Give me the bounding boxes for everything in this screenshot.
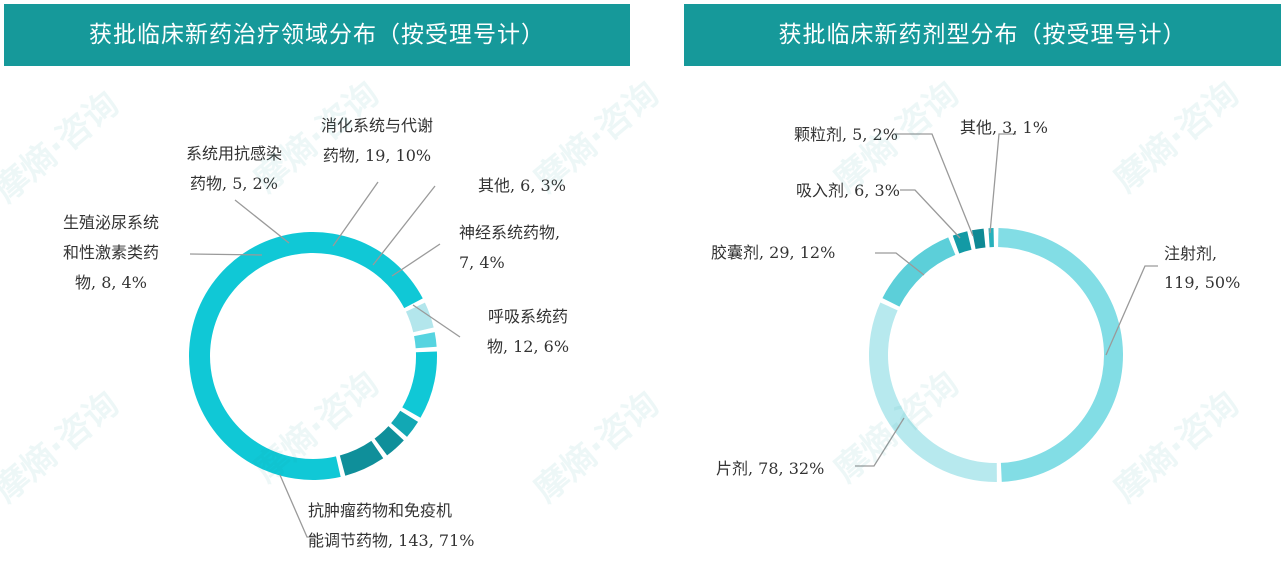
slice-label: 生殖泌尿系统 (63, 213, 159, 232)
chart-title: 获批临床新药剂型分布（按受理号计） (684, 4, 1281, 66)
slice-label: 颗粒剂, 5, 2% (794, 125, 898, 144)
slice-5 (391, 410, 419, 437)
slice-6 (988, 228, 994, 248)
leader-line (234, 199, 290, 244)
donut-slices (189, 231, 437, 480)
leader-line (855, 417, 905, 467)
slice-label: 注射剂, (1164, 244, 1217, 263)
dosage-form-panel: 获批临床新药剂型分布（按受理号计） 注射剂, 119, 50% 片剂, 78, 32… (684, 0, 1281, 565)
leader-line (1105, 265, 1158, 356)
slice-label: 系统用抗感染 (186, 144, 282, 163)
slice-4 (402, 351, 437, 418)
slice-2 (869, 302, 997, 482)
leader-line (189, 253, 263, 256)
slice-label: 吸入剂, 6, 3% (796, 181, 900, 200)
slice-label: 抗肿瘤药物和免疫机 (308, 501, 452, 520)
leader-line (332, 181, 379, 247)
slice-label: 药物, 5, 2% (190, 174, 278, 193)
slice-label: 呼吸系统药 (488, 307, 568, 326)
slice-2 (405, 302, 434, 333)
slice-label: 119, 50% (1164, 273, 1240, 292)
dosage-form-donut-chart: 注射剂, 119, 50% 片剂, 78, 32% 胶囊剂, 29, 12% 吸入剂, … (711, 118, 1240, 482)
slice-label: 神经系统药物, (459, 223, 560, 242)
slice-6 (374, 426, 404, 456)
leader-line (900, 189, 961, 239)
slice-label: 药物, 19, 10% (323, 146, 431, 165)
leader-line (989, 133, 1016, 234)
slice-label: 消化系统与代谢 (321, 116, 433, 135)
slice-1 (998, 228, 1124, 482)
slice-label: 片剂, 78, 32% (716, 459, 824, 478)
slice-label: 其他, 6, 3% (478, 176, 566, 195)
slice-3 (882, 237, 956, 307)
slice-label: 和性激素类药 (63, 243, 159, 262)
slice-4 (952, 231, 972, 254)
therapeutic-area-panel: 获批临床新药治疗领域分布（按受理号计） 抗肿瘤药物和免疫机能调节药物, 143,… (0, 0, 640, 565)
slice-label: 其他, 3, 1% (960, 118, 1048, 137)
leader-line (875, 252, 925, 276)
slice-label: 胶囊剂, 29, 12% (711, 243, 835, 262)
leader-line (391, 243, 441, 277)
slice-label: 物, 12, 6% (487, 337, 569, 356)
slice-3 (414, 332, 437, 349)
leader-line (279, 474, 318, 538)
slice-5 (971, 228, 986, 249)
slice-label: 能调节药物, 143, 71% (308, 531, 474, 550)
leader-line (372, 185, 436, 266)
slice-label: 物, 8, 4% (75, 273, 147, 292)
slice-7 (339, 440, 384, 476)
leader-line (894, 133, 974, 237)
slice-label: 7, 4% (459, 253, 505, 272)
donut-slices (869, 228, 1124, 482)
leader-line (412, 304, 461, 338)
slice-labels: 注射剂, 119, 50% 片剂, 78, 32% 胶囊剂, 29, 12% 吸入剂, … (711, 118, 1240, 478)
chart-title: 获批临床新药治疗领域分布（按受理号计） (4, 4, 630, 66)
